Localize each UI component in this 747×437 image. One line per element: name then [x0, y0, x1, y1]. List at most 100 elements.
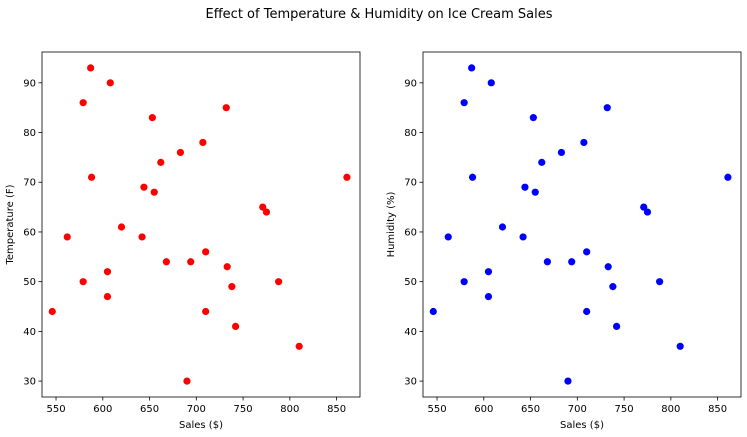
chart-2-data-point [603, 104, 611, 112]
chart-2-data-point [529, 114, 537, 122]
chart-2-data-point [460, 278, 468, 286]
chart-2-data-point [543, 258, 551, 266]
chart-2-data-point [484, 268, 493, 276]
chart-1-data-point [103, 292, 112, 301]
chart-1-y-tick-label: 40 [23, 327, 36, 338]
chart-2-data-point [521, 183, 529, 191]
chart-1-data-point [63, 233, 71, 241]
chart-2-data-point [531, 188, 539, 196]
chart-1-data-point [262, 208, 271, 216]
chart-1-data-point [187, 258, 195, 266]
chart-1-data-point [202, 307, 210, 316]
chart-1-x-tick-label: 650 [140, 404, 159, 415]
chart-2-y-tick-label: 40 [404, 327, 417, 338]
chart-2-data-point [557, 148, 566, 157]
chart-2-x-tick-label: 800 [661, 404, 680, 415]
chart-2-data-point [640, 203, 648, 211]
chart-1-data-point [176, 148, 185, 157]
chart-1-y-tick-label: 50 [23, 277, 36, 288]
chart-2-data-point [468, 173, 477, 181]
chart-2-data-point [460, 99, 468, 107]
chart-2-x-tick-label: 850 [708, 404, 727, 415]
chart-1-data-point [228, 283, 236, 291]
chart-1-x-tick-label: 800 [280, 404, 299, 415]
chart-2-x-tick-label: 650 [521, 404, 540, 415]
chart-2-data-point [487, 79, 495, 87]
chart-1-y-tick-label: 70 [23, 178, 36, 189]
chart-2-data-point [564, 377, 572, 385]
chart-2-x-tick-label: 600 [474, 404, 493, 415]
chart-1-data-point [117, 223, 126, 231]
chart-1-y-tick-label: 60 [23, 227, 36, 238]
chart-1-x-tick-label: 850 [327, 404, 346, 415]
chart-1-data-point [295, 342, 303, 350]
chart-1-data-point [138, 233, 146, 241]
chart-2-x-tick-label: 750 [615, 404, 634, 415]
chart-2-data-point [484, 292, 493, 301]
chart-2-y-tick-label: 80 [404, 128, 417, 139]
figure-title: Effect of Temperature & Humidity on Ice … [206, 7, 553, 22]
chart-2-data-point [609, 283, 617, 291]
chart-1-data-point [183, 377, 191, 385]
chart-1-data-point [162, 258, 170, 266]
chart-2-data-point [444, 233, 452, 241]
chart-2-data-point [519, 233, 527, 241]
chart-2-x-tick-label: 700 [568, 404, 587, 415]
chart-1-data-point [48, 307, 56, 316]
chart-1-data-point [87, 64, 95, 72]
chart-2-data-point [538, 158, 546, 166]
chart-1-x-tick-label: 750 [234, 404, 253, 415]
chart-1-data-point [202, 248, 210, 256]
chart-1-data-point [222, 104, 230, 112]
chart-2-data-point [580, 138, 588, 147]
chart-1-y-tick-label: 30 [23, 377, 36, 388]
chart-2-axes-frame [422, 51, 742, 398]
chart-1-y-axis-label: Temperature (F) [5, 184, 16, 265]
chart-2-data-point [613, 322, 621, 331]
chart-2-y-tick-label: 60 [404, 227, 417, 238]
chart-1-data-point [199, 138, 207, 147]
chart-2-data-point [676, 342, 684, 350]
chart-2: 550 600 650 700 750 800 850 30 40 50 60 70 80 90 Sales… [386, 51, 742, 431]
chart-2-x-tick-label: 550 [427, 404, 446, 415]
chart-1-data-point [232, 322, 240, 331]
chart-2-data-point [429, 307, 437, 316]
chart-2-data-point [604, 263, 612, 271]
chart-1-x-tick-label: 700 [187, 404, 206, 415]
chart-1-x-tick-label: 600 [93, 404, 112, 415]
subplots: 550 600 650 700 750 800 850 30 40 50 60 70 80 90 Sales… [5, 51, 742, 431]
chart-1-data-point [103, 268, 112, 276]
chart-1: 550 600 650 700 750 800 850 30 40 50 60 70 80 90 Sales… [5, 51, 361, 431]
chart-1-data-point [343, 173, 351, 181]
chart-2-data-point [583, 248, 591, 256]
chart-1-y-tick-label: 90 [23, 78, 36, 89]
chart-1-data-point [259, 203, 267, 211]
chart-1-data-point [106, 79, 114, 87]
chart-1-data-point [140, 183, 148, 191]
chart-2-data-point [583, 307, 591, 316]
chart-1-x-tick-label: 550 [46, 404, 65, 415]
chart-2-data-point [643, 208, 652, 216]
chart-1-x-axis-label: Sales ($) [179, 420, 223, 431]
chart-2-data-point [724, 173, 732, 181]
chart-1-data-point [157, 158, 165, 166]
chart-2-y-tick-label: 70 [404, 178, 417, 189]
chart-2-data-point [468, 64, 476, 72]
chart-2-data-point [498, 223, 507, 231]
chart-2-data-point [656, 278, 664, 286]
chart-1-data-point [87, 173, 96, 181]
chart-2-x-axis-label: Sales ($) [560, 420, 604, 431]
chart-2-y-tick-label: 50 [404, 277, 417, 288]
chart-1-data-point [223, 263, 231, 271]
chart-1-data-point [148, 114, 156, 122]
chart-1-data-point [150, 188, 158, 196]
chart-1-data-point [79, 99, 87, 107]
chart-1-data-point [79, 278, 87, 286]
chart-2-data-point [568, 258, 576, 266]
chart-1-y-tick-label: 80 [23, 128, 36, 139]
chart-1-axes-frame [41, 51, 361, 398]
chart-2-y-axis-label: Humidity (%) [386, 191, 397, 257]
chart-1-data-point [275, 278, 283, 286]
